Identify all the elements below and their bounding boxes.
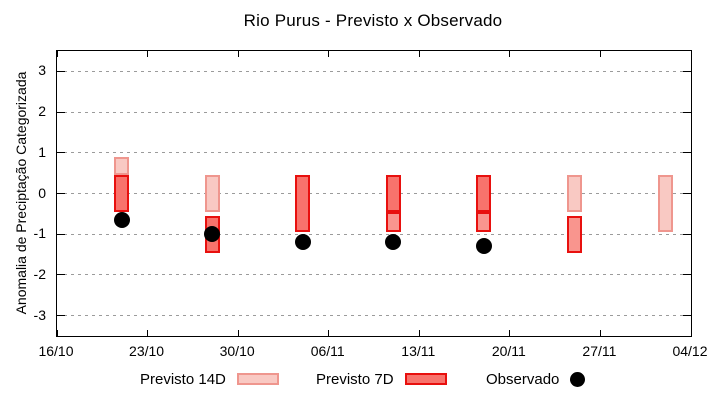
gridline-y0 [57,193,691,194]
x-tick-label: 13/11 [401,343,436,359]
x-tick-bottom [599,330,601,336]
forecast-bar-prev14 [567,175,583,212]
x-tick-label: 06/11 [310,343,345,359]
legend-item-previsto-7d: Previsto 7D [316,369,447,389]
y-tick-right [683,70,691,72]
plot-area [56,50,692,337]
observado-dot [113,211,130,228]
y-tick-right [683,233,691,235]
x-tick-bottom [328,330,330,336]
gridline-y-1 [57,233,691,235]
y-tick-right [683,193,691,194]
x-tick-top [147,51,149,57]
x-tick-label: 16/10 [38,343,74,359]
observado-dot [204,226,221,243]
gridline-y-2 [57,274,691,276]
y-tick-label: -1 [33,225,46,242]
legend-item-observado: Observado [486,369,586,389]
y-tick-right [683,315,691,317]
forecast-bar-prev7 [476,175,492,212]
legend-label-observado: Observado [486,370,560,388]
forecast-bar-prev7light [476,211,492,233]
x-tick-top [690,51,692,57]
chart-title: Rio Purus - Previsto x Observado [243,11,503,30]
y-tick-label: 0 [38,184,46,201]
gridline-y3 [57,70,691,72]
x-tick-bottom [509,330,511,336]
gridline-y2 [57,111,691,113]
y-tick-label: 2 [38,103,46,120]
y-tick-left [57,111,65,113]
x-tick-bottom [690,330,692,336]
legend-label-previsto-14d: Previsto 14D [140,370,226,388]
forecast-bar-prev7light [567,215,583,253]
previsto-14d-swatch-icon [236,373,279,385]
legend-label-previsto-7d: Previsto 7D [316,370,394,388]
x-tick-top [328,51,330,57]
gridline-y-3 [57,315,691,317]
legend-item-previsto-14d: Previsto 14D [140,369,279,389]
x-tick-bottom [147,330,149,336]
y-tick-left [57,152,65,154]
x-tick-top [237,51,239,57]
x-tick-label: 30/10 [219,343,255,359]
y-tick-label: -3 [33,306,46,323]
forecast-bar-prev14 [204,175,220,212]
gridline-y1 [57,152,691,154]
y-tick-left [57,315,65,317]
y-tick-left [57,70,65,72]
y-tick-right [683,274,691,276]
x-tick-label: 20/11 [491,343,526,359]
x-tick-label: 27/11 [582,343,617,359]
forecast-bar-prev14 [114,156,130,176]
observado-dot [385,234,402,251]
x-tick-bottom [237,330,239,336]
y-tick-left [57,233,65,235]
y-tick-label: 3 [38,62,46,79]
observado-dot-icon [570,371,586,387]
forecast-bar-prev14 [657,175,673,233]
y-tick-left [57,193,65,194]
x-tick-label: 04/12 [672,343,708,359]
y-tick-label: 1 [38,143,46,160]
x-tick-label: 23/10 [129,343,165,359]
x-tick-top [56,51,58,57]
x-tick-top [509,51,511,57]
forecast-bar-prev7light [385,211,401,233]
x-tick-top [418,51,420,57]
x-tick-bottom [418,330,420,336]
y-tick-left [57,274,65,276]
forecast-bar-prev7 [385,175,401,212]
x-tick-top [599,51,601,57]
forecast-bar-prev7 [114,175,130,212]
y-tick-right [683,152,691,154]
previsto-7d-swatch-icon [404,373,447,385]
y-tick-right [683,111,691,113]
x-tick-bottom [56,330,58,336]
observado-dot [294,234,311,251]
forecast-bar-prev7 [295,175,311,233]
observado-dot [475,238,492,255]
y-tick-label: -2 [33,265,46,282]
